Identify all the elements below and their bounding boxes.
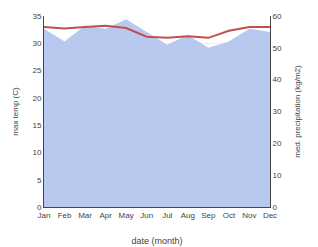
svg-text:0: 0 <box>273 203 278 212</box>
svg-text:10: 10 <box>32 148 41 157</box>
svg-text:Sep: Sep <box>201 211 216 220</box>
svg-text:Nov: Nov <box>242 211 256 220</box>
svg-text:Mar: Mar <box>78 211 92 220</box>
svg-text:May: May <box>119 211 134 220</box>
svg-text:25: 25 <box>32 66 41 75</box>
svg-text:max temp (C): max temp (C) <box>11 87 20 136</box>
svg-text:Aug: Aug <box>181 211 195 220</box>
svg-text:10: 10 <box>273 171 282 180</box>
svg-text:40: 40 <box>273 75 282 84</box>
svg-text:Jan: Jan <box>38 211 51 220</box>
svg-text:Apr: Apr <box>99 211 112 220</box>
svg-text:0: 0 <box>37 203 42 212</box>
svg-text:15: 15 <box>32 121 41 130</box>
svg-text:Jun: Jun <box>140 211 153 220</box>
svg-text:Dec: Dec <box>263 211 277 220</box>
svg-text:5: 5 <box>37 176 42 185</box>
svg-text:50: 50 <box>273 44 282 53</box>
svg-text:60: 60 <box>273 12 282 21</box>
svg-text:Oct: Oct <box>223 211 236 220</box>
svg-text:med. precipitation (kg/m2): med. precipitation (kg/m2) <box>293 65 302 158</box>
svg-text:Feb: Feb <box>58 211 72 220</box>
svg-text:20: 20 <box>32 94 41 103</box>
svg-text:35: 35 <box>32 12 41 21</box>
svg-text:30: 30 <box>273 107 282 116</box>
svg-text:date (month): date (month) <box>131 236 182 246</box>
svg-text:30: 30 <box>32 39 41 48</box>
svg-text:Jul: Jul <box>162 211 172 220</box>
svg-text:20: 20 <box>273 139 282 148</box>
